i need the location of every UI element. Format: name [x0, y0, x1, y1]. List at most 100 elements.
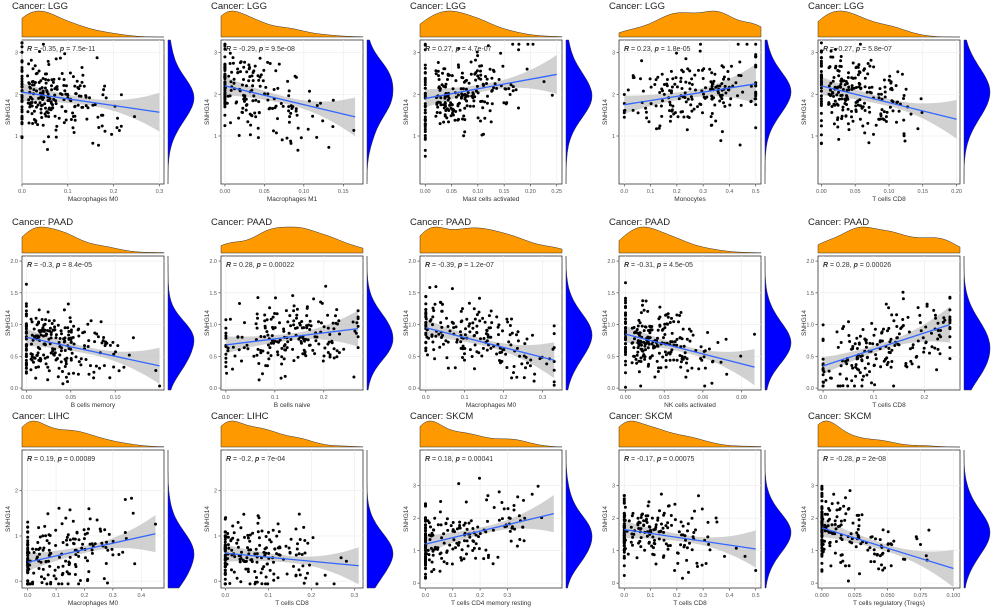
data-point: [75, 79, 79, 83]
data-point: [662, 83, 666, 86]
data-point: [104, 562, 108, 565]
data-point: [88, 96, 91, 100]
data-point: [884, 302, 888, 306]
data-point: [439, 96, 443, 100]
data-point: [433, 516, 437, 520]
data-point: [26, 553, 30, 557]
data-point: [637, 318, 641, 322]
data-point: [819, 119, 823, 123]
data-point: [83, 532, 87, 536]
data-point: [522, 376, 526, 380]
y-tick-label: 1.0: [10, 323, 18, 329]
data-point: [703, 384, 707, 388]
data-point: [456, 63, 460, 67]
data-point: [258, 543, 262, 547]
data-point: [835, 102, 839, 106]
data-point: [476, 525, 480, 529]
p-value: = 9.5e-08: [263, 46, 295, 53]
data-point: [722, 75, 726, 79]
data-point: [423, 127, 427, 131]
data-point: [46, 365, 50, 369]
data-point: [77, 327, 81, 331]
data-point: [237, 134, 241, 137]
data-point: [42, 96, 46, 100]
data-point: [282, 357, 286, 361]
data-point: [707, 347, 711, 351]
data-point: [666, 504, 670, 508]
data-point: [504, 352, 508, 356]
data-point: [819, 102, 823, 106]
data-point: [20, 105, 24, 109]
data-point: [622, 522, 626, 526]
data-point: [665, 82, 669, 86]
data-point: [427, 336, 431, 340]
data-point: [632, 346, 636, 350]
data-point: [57, 341, 61, 344]
data-point: [820, 529, 824, 533]
data-point: [108, 343, 112, 347]
data-point: [257, 111, 261, 115]
data-point: [473, 72, 477, 76]
data-point: [653, 538, 656, 542]
data-point: [231, 345, 235, 349]
data-point: [26, 551, 30, 555]
data-point: [887, 306, 891, 310]
data-point: [654, 523, 658, 527]
data-point: [872, 333, 876, 337]
x-axis-label: T cells regulatory (Tregs): [853, 600, 925, 607]
data-point: [473, 95, 477, 99]
x-tick-label: 0.25: [551, 189, 562, 195]
data-point: [239, 70, 242, 74]
data-point: [238, 560, 242, 564]
data-point: [458, 108, 462, 112]
data-point: [646, 504, 650, 508]
y-axis-label: SNHG14: [403, 310, 410, 336]
data-point: [626, 552, 630, 556]
data-point: [479, 100, 483, 103]
data-point: [26, 547, 30, 551]
data-point: [256, 296, 260, 300]
data-point: [60, 72, 64, 75]
data-point: [297, 512, 301, 516]
data-point: [326, 326, 330, 330]
data-point: [424, 523, 427, 527]
data-point: [552, 380, 556, 384]
p-symbol: p: [455, 46, 461, 53]
data-point: [655, 359, 659, 363]
data-point: [829, 55, 833, 59]
y-axis-label: SNHG14: [801, 99, 808, 125]
data-point: [223, 572, 227, 576]
y-tick-label: 3: [811, 51, 814, 57]
data-point: [648, 336, 652, 340]
data-point: [828, 544, 832, 548]
data-point: [244, 97, 248, 101]
data-point: [637, 527, 641, 530]
data-point: [836, 118, 839, 122]
data-point: [826, 512, 829, 516]
data-point: [664, 524, 668, 528]
data-point: [272, 578, 276, 582]
confidence-band: [225, 544, 359, 585]
data-point: [87, 339, 91, 343]
data-point: [71, 111, 75, 115]
data-point: [636, 350, 640, 354]
data-point: [20, 68, 24, 72]
x-tick-label: 0.0: [422, 593, 430, 599]
data-point: [424, 331, 428, 335]
trend-line: [26, 336, 160, 367]
data-point: [723, 84, 727, 88]
data-point: [49, 351, 53, 355]
data-point: [265, 562, 269, 566]
data-point: [20, 99, 24, 103]
data-point: [306, 541, 310, 545]
data-point: [261, 349, 265, 353]
data-point: [673, 111, 677, 115]
data-point: [57, 366, 61, 370]
data-point: [844, 564, 847, 568]
data-point: [356, 309, 360, 313]
data-point: [512, 504, 516, 507]
x-tick-label: 0.1: [52, 593, 60, 599]
data-point: [647, 525, 651, 529]
data-point: [300, 553, 304, 556]
data-point: [60, 105, 64, 109]
